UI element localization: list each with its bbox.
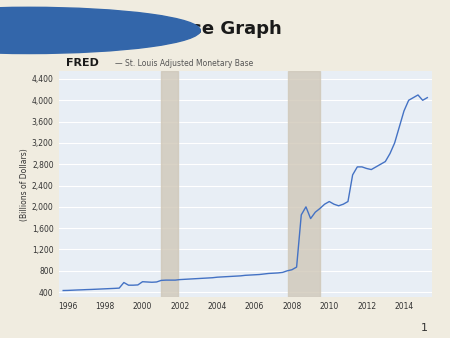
Bar: [288, 71, 320, 297]
Text: FRED: FRED: [66, 58, 99, 68]
Text: Monetary Base Graph: Monetary Base Graph: [63, 20, 282, 38]
Circle shape: [0, 7, 200, 53]
Bar: [161, 71, 178, 297]
Y-axis label: (Billions of Dollars): (Billions of Dollars): [20, 148, 29, 221]
Text: — St. Louis Adjusted Monetary Base: — St. Louis Adjusted Monetary Base: [114, 59, 253, 68]
Text: 1: 1: [420, 323, 427, 333]
